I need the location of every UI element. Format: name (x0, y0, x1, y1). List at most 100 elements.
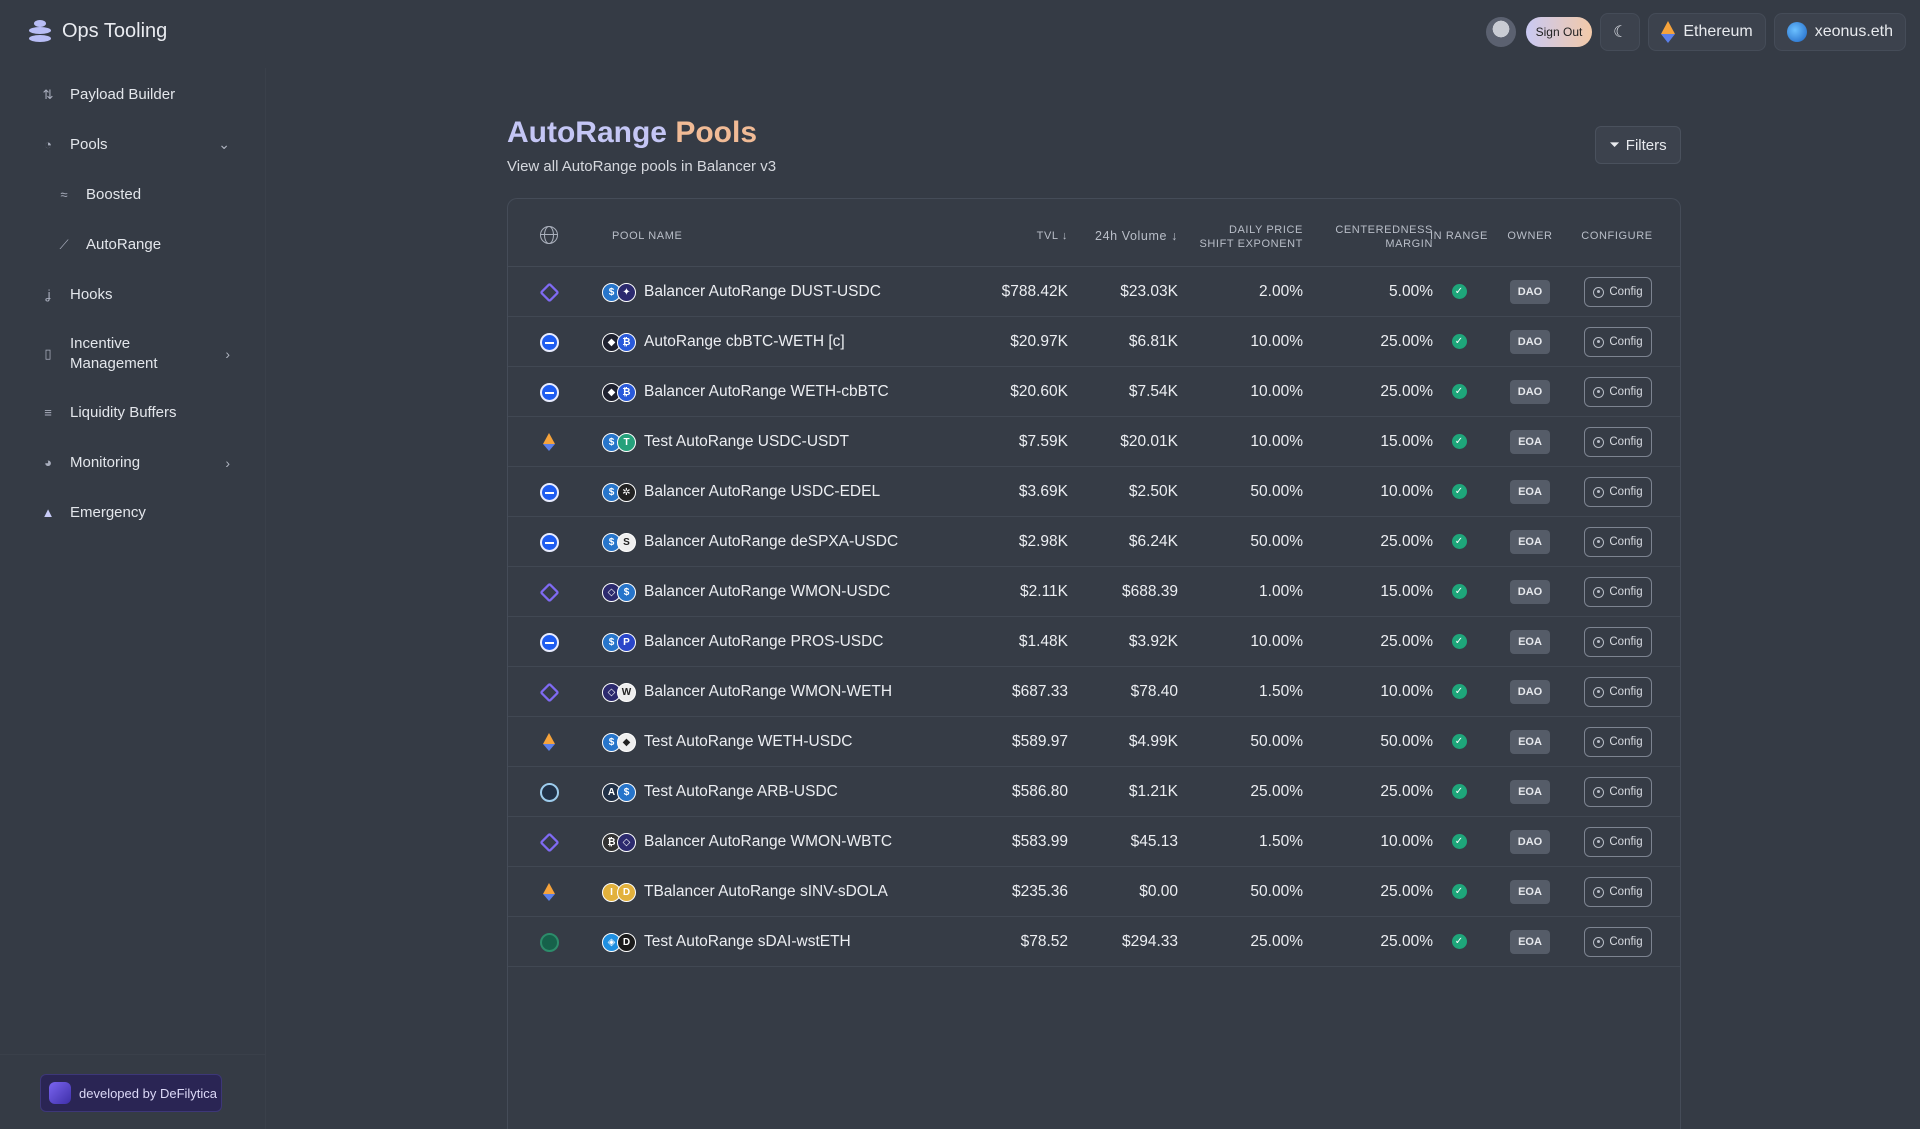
table-row[interactable]: ◆ ₿ AutoRange cbBTC-WETH [c] $20.97K $6.81K 1… (508, 317, 1680, 367)
token-icons: ◇ $ (602, 582, 636, 602)
sidebar-item-pools[interactable]: ◔ Pools ⌄ (40, 136, 230, 153)
account-button[interactable]: xeonus.eth (1773, 13, 1906, 51)
sidebar-item-payload-builder[interactable]: ⇅ Payload Builder (40, 86, 230, 103)
table-row[interactable]: $ T Test AutoRange USDC-USDT $7.59K $20.01K 1… (508, 417, 1680, 467)
in-range-cell: ✓ (1444, 467, 1474, 515)
table-row[interactable]: $ ✲ Balancer AutoRange USDC-EDEL $3.69K $2.5… (508, 467, 1680, 517)
pool-name-cell[interactable]: $ ◆ Test AutoRange WETH-USDC (602, 717, 852, 767)
pool-name-cell[interactable]: ◇ W Balancer AutoRange WMON-WETH (602, 667, 892, 717)
hook-icon: ʝ (45, 287, 51, 302)
config-button[interactable]: Config (1584, 527, 1652, 557)
pool-name-cell[interactable]: ◆ ₿ Balancer AutoRange WETH-cbBTC (602, 367, 889, 417)
column-margin-line1: CENTEREDNESS (1335, 224, 1433, 236)
developed-by-badge[interactable]: developed by DeFilytica (40, 1074, 222, 1112)
pool-name: Balancer AutoRange WMON-WBTC (644, 833, 893, 850)
config-button[interactable]: Config (1584, 327, 1652, 357)
gear-icon (1593, 686, 1605, 698)
pool-name: Test AutoRange WETH-USDC (644, 733, 853, 750)
token-icon: $ (602, 282, 621, 302)
config-button[interactable]: Config (1584, 627, 1652, 657)
pool-name: Balancer AutoRange WMON-USDC (644, 583, 891, 600)
config-button[interactable]: Config (1584, 427, 1652, 457)
table-row[interactable]: ◇ W Balancer AutoRange WMON-WETH $687.33 $78… (508, 667, 1680, 717)
sidebar-item-monitoring[interactable]: ◕ Monitoring › (40, 454, 230, 471)
configure-cell: Config (1578, 567, 1658, 617)
config-button[interactable]: Config (1584, 777, 1652, 807)
pool-name-cell[interactable]: $ ✲ Balancer AutoRange USDC-EDEL (602, 467, 880, 517)
table-row[interactable]: $ S Balancer AutoRange deSPXA-USDC $2.98K $6… (508, 517, 1680, 567)
table-row[interactable]: ₿ ◇ Balancer AutoRange WMON-WBTC $583.99 $45… (508, 817, 1680, 867)
config-button[interactable]: Config (1584, 727, 1652, 757)
table-row[interactable]: ◆ ₿ Balancer AutoRange WETH-cbBTC $20.60K $7… (508, 367, 1680, 417)
configure-cell: Config (1578, 717, 1658, 767)
column-centeredness-margin[interactable]: CENTEREDNESS MARGIN (1308, 223, 1433, 251)
table-row[interactable]: I D TBalancer AutoRange sINV-sDOLA $235.36 $… (508, 867, 1680, 917)
user-avatar[interactable] (1485, 17, 1516, 47)
table-row[interactable]: $ ◆ Test AutoRange WETH-USDC $589.97 $4.99K 5… (508, 717, 1680, 767)
table-row[interactable]: A $ Test AutoRange ARB-USDC $586.80 $1.21K 25… (508, 767, 1680, 817)
pool-name-cell[interactable]: I D TBalancer AutoRange sINV-sDOLA (602, 867, 888, 917)
sidebar-item-label: Pools (70, 136, 108, 153)
check-circle-icon: ✓ (1451, 883, 1467, 899)
pool-name-cell[interactable]: $ T Test AutoRange USDC-USDT (602, 417, 849, 467)
pool-name-cell[interactable]: ₿ ◇ Balancer AutoRange WMON-WBTC (602, 817, 892, 867)
config-label: Config (1609, 786, 1643, 798)
pool-name-cell[interactable]: ◆ ₿ AutoRange cbBTC-WETH [c] (602, 317, 845, 367)
globe-icon[interactable] (540, 226, 558, 244)
tvl-cell: $235.36 (1011, 883, 1068, 900)
tvl-cell: $78.52 (1020, 933, 1068, 950)
volume-cell: $0.00 (1139, 883, 1178, 900)
column-daily-price-shift[interactable]: DAILY PRICE SHIFT EXPONENT (1148, 223, 1303, 251)
table-row[interactable]: ◇ $ Balancer AutoRange WMON-USDC $2.11K $688… (508, 567, 1680, 617)
column-owner[interactable]: OWNER (1507, 230, 1553, 242)
config-button[interactable]: Config (1584, 827, 1652, 857)
token-icons: ◆ ₿ (602, 332, 636, 352)
config-button[interactable]: Config (1584, 677, 1652, 707)
check-circle-icon: ✓ (1451, 783, 1467, 799)
column-24h-volume[interactable]: 24h Volume ↓ (1078, 229, 1178, 243)
column-tvl[interactable]: TVL ↓ (968, 229, 1068, 243)
column-in-range[interactable]: IN RANGE (1430, 230, 1488, 242)
sidebar-item-boosted[interactable]: ≈ Boosted (56, 186, 230, 203)
filters-button[interactable]: ⏷ Filters (1595, 126, 1681, 164)
sidebar-item-emergency[interactable]: ▲ Emergency (40, 504, 230, 521)
sidebar-item-incentive-management[interactable]: ▯ Incentive Management › (40, 334, 230, 374)
table-row[interactable]: ◈ D Test AutoRange sDAI-wstETH $78.52 $294.3… (508, 917, 1680, 967)
price-shift-cell: 1.50% (1259, 833, 1303, 850)
price-shift-cell: 2.00% (1259, 283, 1303, 300)
sidebar-item-liquidity-buffers[interactable]: ≡ Liquidity Buffers (40, 404, 230, 421)
config-button[interactable]: Config (1584, 377, 1652, 407)
config-button[interactable]: Config (1584, 277, 1652, 307)
gear-icon (1593, 336, 1605, 348)
config-button[interactable]: Config (1584, 477, 1652, 507)
column-pool-name[interactable]: POOL NAME (612, 230, 683, 242)
config-button[interactable]: Config (1584, 577, 1652, 607)
table-row[interactable]: $ P Balancer AutoRange PROS-USDC $1.48K $3.9… (508, 617, 1680, 667)
sidebar-item-autorange[interactable]: ⟋ AutoRange (56, 236, 230, 253)
pool-name-cell[interactable]: ◈ D Test AutoRange sDAI-wstETH (602, 917, 851, 967)
pool-name-cell[interactable]: $ ✦ Balancer AutoRange DUST-USDC (602, 267, 881, 317)
network-selector[interactable]: Ethereum (1648, 13, 1766, 51)
theme-toggle-button[interactable]: ☾ (1600, 13, 1641, 51)
in-range-cell: ✓ (1444, 767, 1474, 815)
config-button[interactable]: Config (1584, 877, 1652, 907)
page-title-part1: AutoRange (507, 116, 667, 149)
pool-name-cell[interactable]: A $ Test AutoRange ARB-USDC (602, 767, 838, 817)
in-range-cell: ✓ (1444, 617, 1474, 665)
pool-name-cell[interactable]: $ P Balancer AutoRange PROS-USDC (602, 617, 884, 667)
sign-out-button[interactable]: Sign Out (1525, 17, 1593, 47)
app-logo[interactable]: Ops Tooling (26, 18, 167, 44)
table-row[interactable]: $ ✦ Balancer AutoRange DUST-USDC $788.42K $2… (508, 267, 1680, 317)
tvl-cell: $589.97 (1011, 733, 1068, 750)
owner-badge: DAO (1509, 380, 1551, 404)
account-avatar-icon (1786, 22, 1807, 42)
ethereum-chain-icon (543, 433, 555, 452)
config-label: Config (1609, 336, 1643, 348)
configure-cell: Config (1578, 417, 1658, 467)
owner-cell: EOA (1495, 517, 1565, 567)
sidebar-item-hooks[interactable]: ʝ Hooks (40, 286, 230, 303)
pool-name-cell[interactable]: $ S Balancer AutoRange deSPXA-USDC (602, 517, 898, 567)
pool-name-cell[interactable]: ◇ $ Balancer AutoRange WMON-USDC (602, 567, 890, 617)
centeredness-margin-cell: 10.00% (1380, 683, 1433, 700)
config-button[interactable]: Config (1584, 927, 1652, 957)
